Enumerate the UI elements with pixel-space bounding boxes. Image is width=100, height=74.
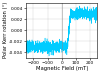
X-axis label: Magnetic Field (mT): Magnetic Field (mT) [36, 66, 88, 71]
Y-axis label: Polar Kerr rotation (°): Polar Kerr rotation (°) [3, 2, 8, 58]
